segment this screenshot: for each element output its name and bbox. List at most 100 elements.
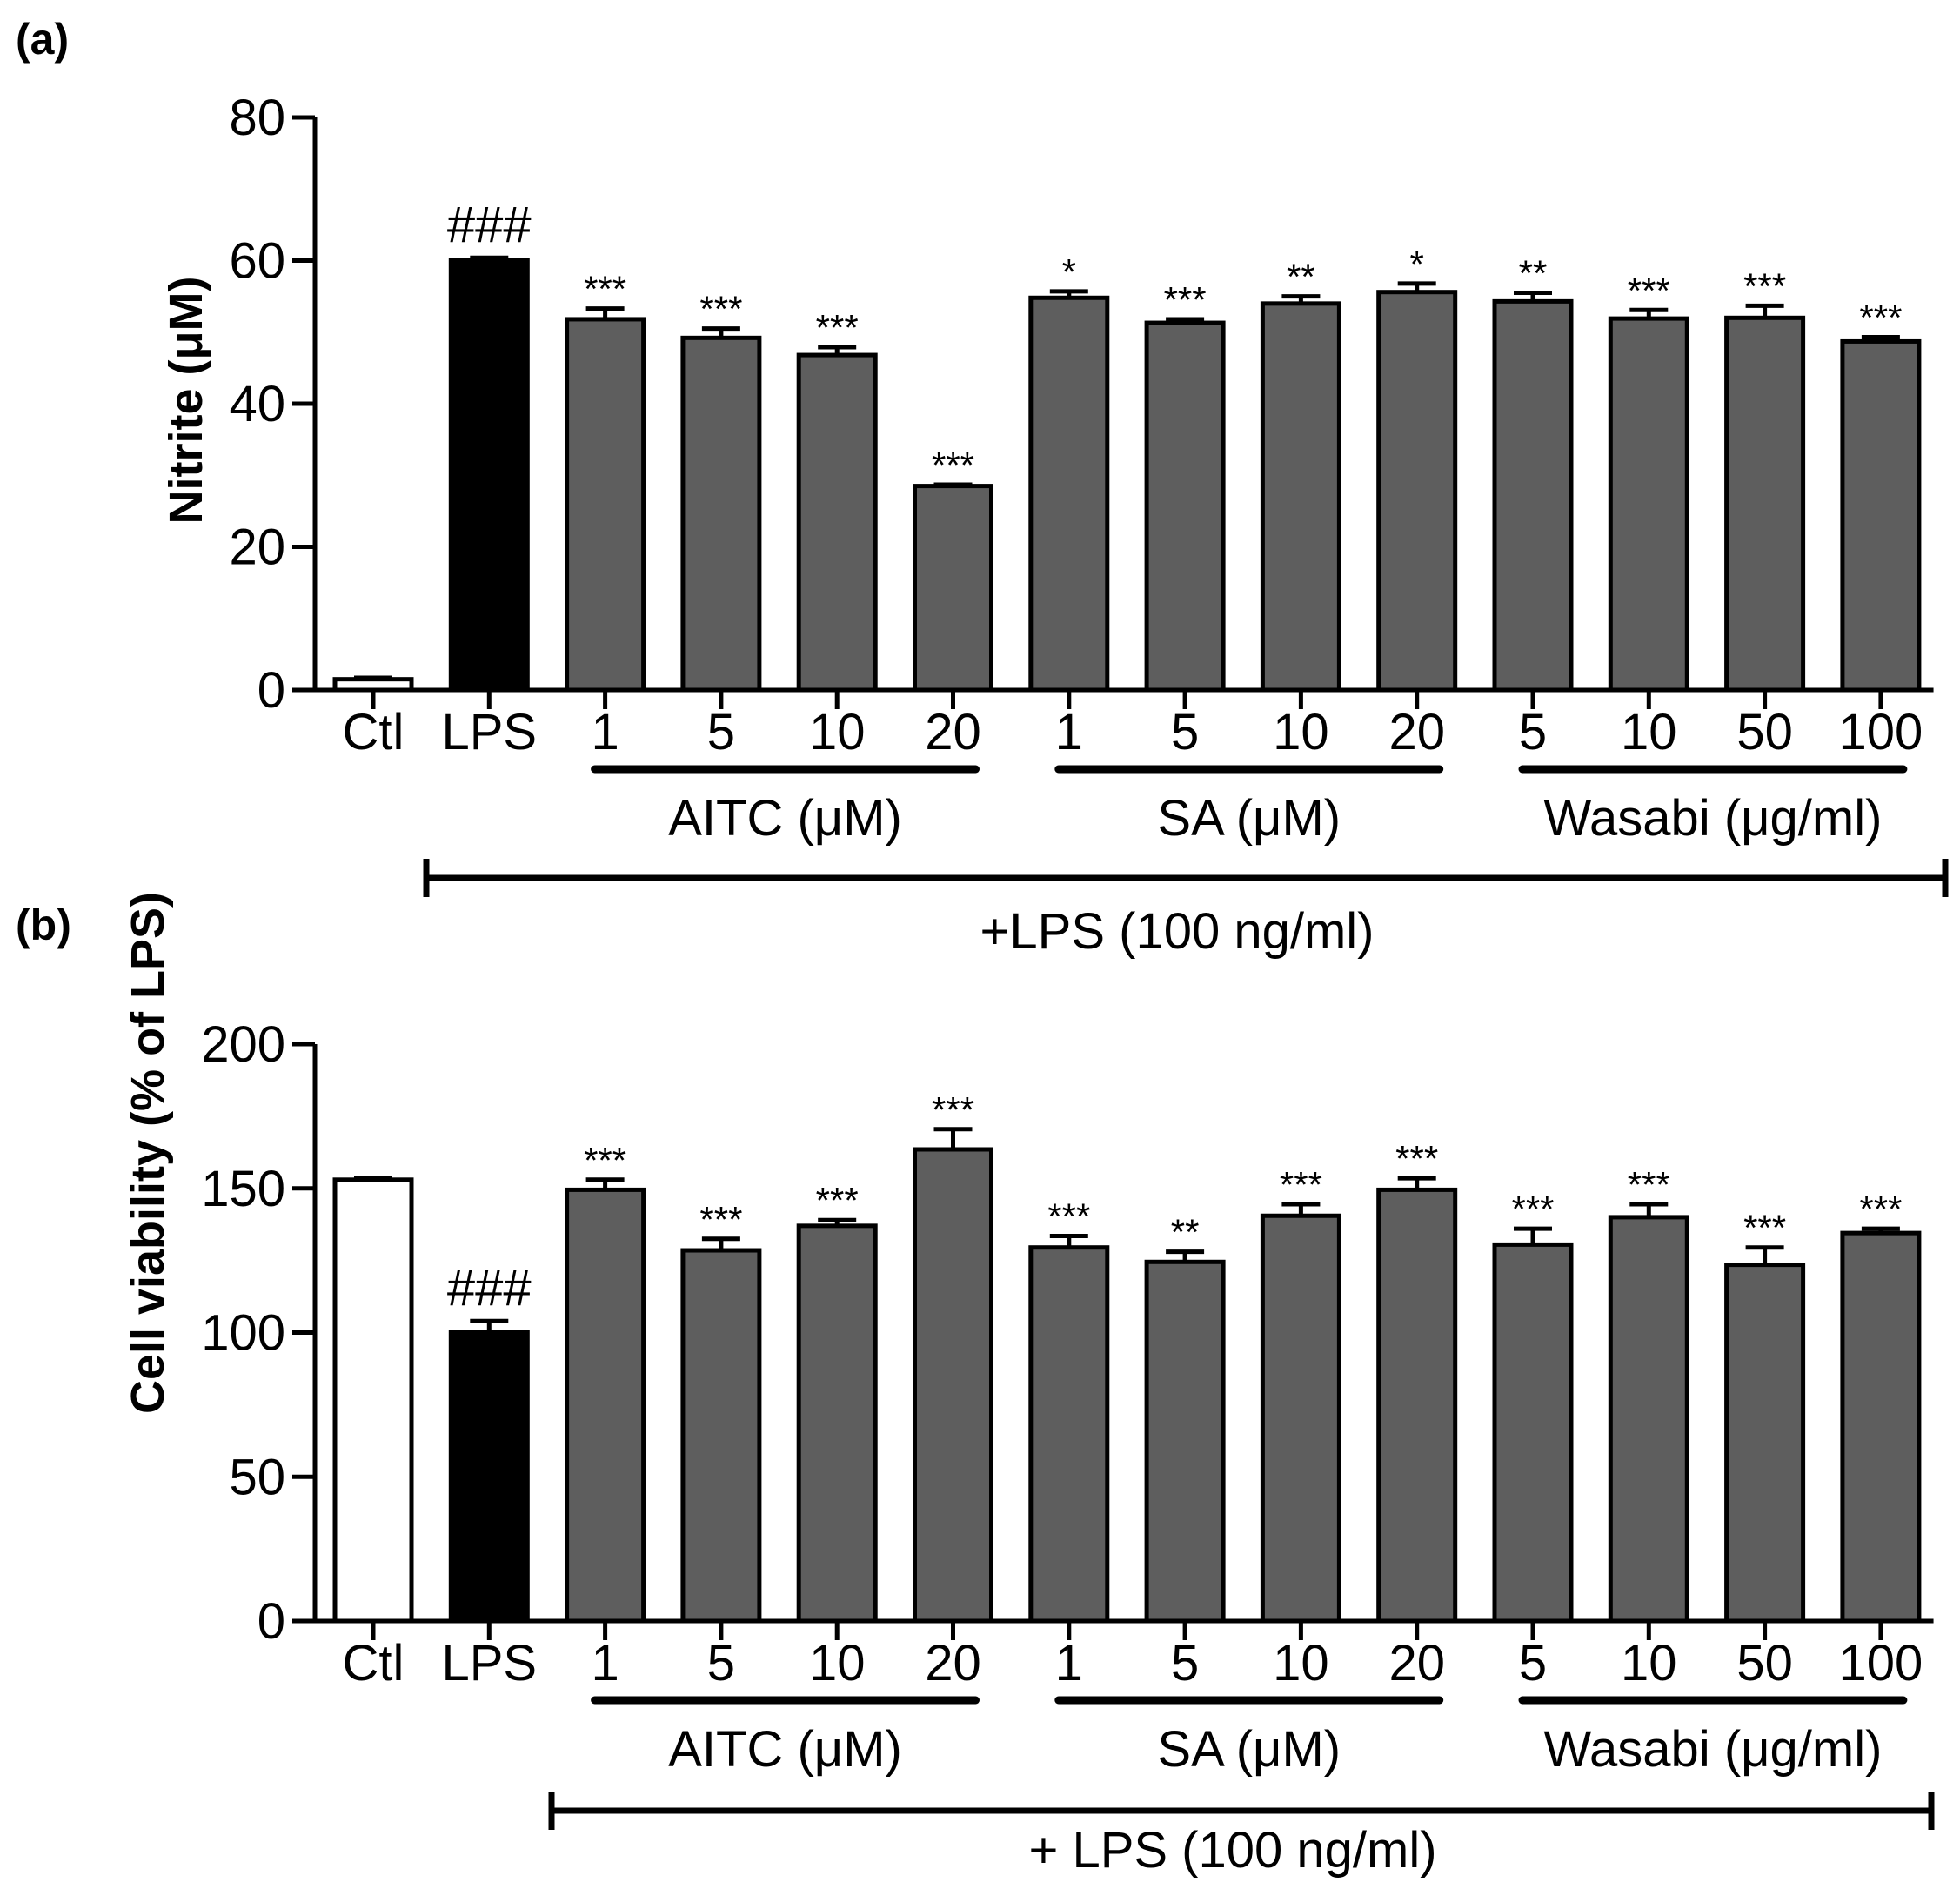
panel-a-category-label: 1 <box>591 704 619 760</box>
panel-b-significance-marker: ### <box>447 1260 532 1316</box>
panel-a-label: (a) <box>16 15 69 64</box>
panel-a-category-label: 10 <box>1621 704 1677 760</box>
panel-b-category-label: 1 <box>1055 1635 1083 1691</box>
panel-b-category-label: 20 <box>925 1635 981 1691</box>
panel-b-significance-marker: *** <box>1511 1189 1554 1229</box>
panel-b-group-label: Wasabi (μg/ml) <box>1543 1721 1882 1778</box>
panel-b-significance-marker: *** <box>816 1180 859 1221</box>
panel-b-bar-11 <box>1492 1242 1574 1624</box>
panel-a-bar-3 <box>565 317 646 693</box>
panel-b-category-label: 5 <box>707 1635 735 1691</box>
panel-a-significance-marker: *** <box>1164 279 1207 320</box>
panel-a-bar-12 <box>1608 316 1689 693</box>
panel-a-category-label: 10 <box>809 704 866 760</box>
panel-b-category-label: 1 <box>591 1635 619 1691</box>
panel-a-significance-marker: *** <box>816 307 859 348</box>
panel-a-category-label: 50 <box>1736 704 1793 760</box>
panel-a-category-label: 5 <box>1519 704 1547 760</box>
panel-b: (b) Cell viability (% of LPS) 0 50 100 150 2… <box>16 892 1935 1879</box>
panel-a-significance-marker: *** <box>699 289 742 330</box>
panel-b-significance-marker: *** <box>932 1089 974 1130</box>
panel-b-bar-10 <box>1376 1187 1458 1624</box>
panel-b-significance-marker: *** <box>1280 1164 1322 1205</box>
panel-a-category-label: Ctl <box>343 704 405 760</box>
panel-a-bar-13 <box>1724 315 1806 693</box>
panel-a-significance-marker: *** <box>1628 270 1670 311</box>
panel-b-bar-8 <box>1144 1259 1226 1624</box>
panel-b-significance-marker: *** <box>1628 1164 1670 1205</box>
panel-b-category-label: 20 <box>1388 1635 1445 1691</box>
panel-a-category-label: 1 <box>1055 704 1083 760</box>
panel-a-significance-marker: * <box>1410 244 1424 285</box>
panel-a-significance-marker: *** <box>584 269 626 310</box>
panel-b-category-label: 50 <box>1736 1635 1793 1691</box>
panel-b-category-label: Ctl <box>343 1635 405 1691</box>
panel-a-category-label: 20 <box>1388 704 1445 760</box>
panel-b-bar-13 <box>1724 1263 1806 1624</box>
panel-b-bar-3 <box>565 1187 646 1624</box>
panel-a-bar-11 <box>1492 298 1574 693</box>
panel-b-category-label: 100 <box>1839 1635 1923 1691</box>
panel-a-bar-7 <box>1028 295 1110 693</box>
panel-b-y-tick-label: 150 <box>201 1161 285 1217</box>
panel-a-bar-6 <box>913 484 993 693</box>
panel-a-bar-14 <box>1840 338 1922 693</box>
panel-b-bar-2 <box>448 1330 530 1624</box>
panel-b-treatment-label: + LPS (100 ng/ml) <box>1028 1822 1436 1879</box>
panel-a-significance-marker: *** <box>932 445 974 486</box>
panel-b-category-label: 10 <box>1621 1635 1677 1691</box>
panel-b-significance-marker: *** <box>584 1140 626 1181</box>
panel-a-significance-marker: ** <box>1287 257 1315 298</box>
panel-b-bar-5 <box>796 1223 878 1624</box>
panel-b-significance-marker: ** <box>1171 1212 1200 1253</box>
panel-a-y-tick-label: 60 <box>229 233 285 290</box>
panel-b-bar-9 <box>1260 1213 1341 1624</box>
panel-a-bar-9 <box>1260 301 1341 693</box>
panel-a-bar-4 <box>680 335 762 693</box>
panel-a-group-label: Wasabi (μg/ml) <box>1543 790 1882 847</box>
panel-a-y-tick-label: 40 <box>229 376 285 432</box>
panel-b-bar-14 <box>1840 1230 1922 1624</box>
panel-a-y-tick-label: 20 <box>229 519 285 576</box>
panel-b-category-label: 10 <box>1273 1635 1329 1691</box>
panel-b-category-label: 5 <box>1171 1635 1199 1691</box>
panel-b-significance-marker: *** <box>1859 1189 1902 1229</box>
panel-b-y-tick-label: 200 <box>201 1016 285 1073</box>
panel-a-significance-marker: ### <box>447 197 532 253</box>
panel-b-bar-4 <box>680 1248 762 1624</box>
panel-b-significance-marker: *** <box>1047 1196 1090 1236</box>
panel-a-category-label: 5 <box>707 704 735 760</box>
panel-b-category-label: 10 <box>809 1635 866 1691</box>
panel-a-category-label: 5 <box>1171 704 1199 760</box>
panel-a-significance-marker: ** <box>1519 253 1548 294</box>
panel-a-category-label: 10 <box>1273 704 1329 760</box>
panel-b-significance-marker: *** <box>1395 1138 1438 1179</box>
panel-a-bar-8 <box>1144 320 1226 693</box>
panel-b-significance-marker: *** <box>1743 1208 1786 1249</box>
panel-b-category-label: LPS <box>441 1635 537 1691</box>
panel-a-category-label: LPS <box>441 704 537 760</box>
panel-a-group-label: AITC (μM) <box>668 790 902 847</box>
panel-b-significance-marker: *** <box>699 1199 742 1240</box>
panel-a-treatment-label: +LPS (100 ng/ml) <box>980 903 1375 960</box>
panel-a-category-label: 20 <box>925 704 981 760</box>
panel-a-bar-2 <box>448 258 530 693</box>
panel-b-bar-6 <box>913 1147 993 1624</box>
panel-a-significance-marker: * <box>1062 251 1076 292</box>
panel-b-group-label: AITC (μM) <box>668 1721 902 1778</box>
panel-a-category-label: 100 <box>1839 704 1923 760</box>
panel-b-y-tick-label: 0 <box>258 1593 285 1650</box>
panel-b-y-tick-label: 100 <box>201 1305 285 1362</box>
panel-a-y-axis-title: Nitrite (μM) <box>160 276 212 524</box>
panel-a-y-tick-label: 0 <box>258 662 285 719</box>
panel-b-y-axis-title: Cell viability (% of LPS) <box>122 892 174 1414</box>
panel-b-label: (b) <box>16 901 71 949</box>
panel-b-bar-7 <box>1028 1245 1110 1624</box>
panel-a-bar-5 <box>796 352 878 693</box>
panel-a-y-tick-label: 80 <box>229 90 285 146</box>
panel-a-group-label: SA (μM) <box>1157 790 1341 847</box>
panel-b-bar-1 <box>332 1177 414 1624</box>
panel-b-category-label: 5 <box>1519 1635 1547 1691</box>
